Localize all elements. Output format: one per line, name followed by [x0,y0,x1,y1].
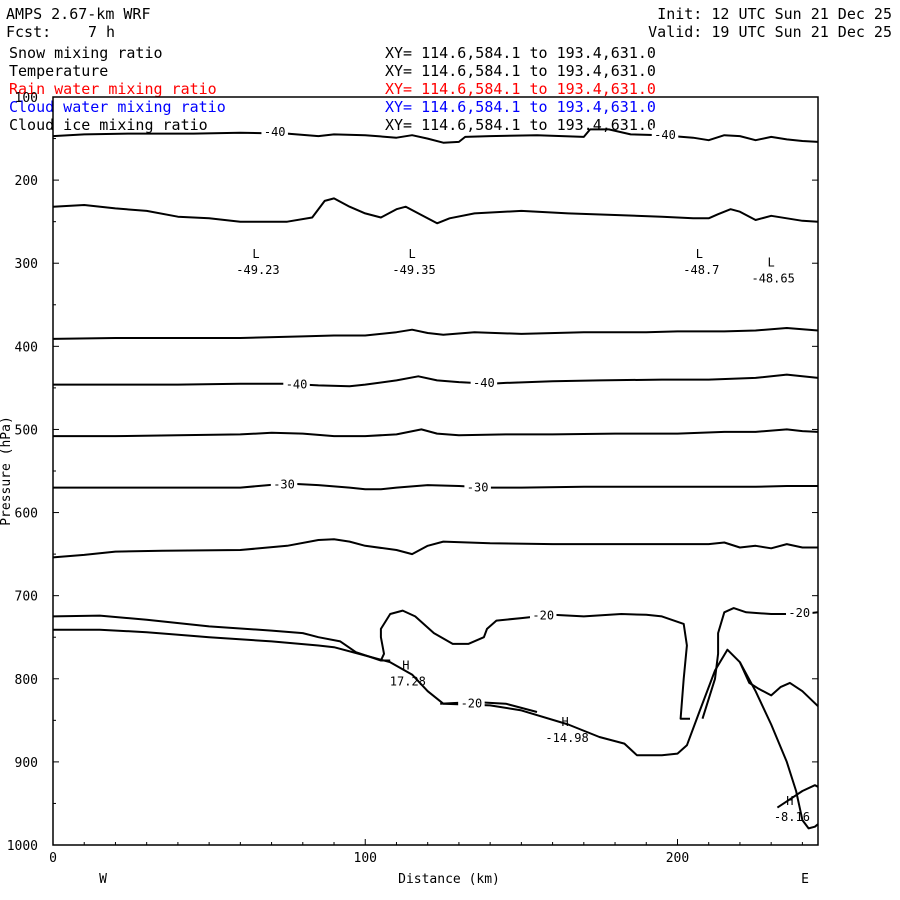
x-tick-label: 0 [49,851,57,866]
contour-label: -20 [788,606,810,620]
contour-layer [52,128,819,830]
contour-label-bg [470,375,498,390]
y-tick-label: 200 [15,174,38,189]
contour-label: -30 [467,481,489,495]
field-name-rain: Rain water mixing ratio [9,80,217,98]
field-xy-snow: XY= 114.6,584.1 to 193.4,631.0 [385,44,656,62]
field-name-temperature: Temperature [9,62,109,80]
low-marker: L [408,247,415,261]
y-tick-label: 800 [15,673,38,688]
y-tick-label: 900 [15,756,38,771]
extremum-value: -49.23 [236,263,279,277]
extremum-value: -14.98 [545,731,588,745]
field-name-cloud-ice: Cloud ice mixing ratio [9,116,208,134]
y-axis-title: Pressure (hPa) [0,416,14,526]
contour-label-bg [529,608,557,623]
x-tick-label: 200 [666,851,689,866]
y-tick-label: 100 [15,91,38,106]
plot-frame [52,96,819,846]
contour-label-bg [261,124,288,139]
field-xy-rain: XY= 114.6,584.1 to 193.4,631.0 [385,80,656,98]
x-axis-title: Distance (km) [398,872,500,887]
y-tick-label: 500 [15,423,38,438]
high-marker: H [561,715,568,729]
field-name-snow: Snow mixing ratio [9,44,163,62]
contour-line-14 [776,784,819,809]
low-marker: L [252,247,259,261]
contour-label: -20 [532,609,554,623]
field-xy-temperature: XY= 114.6,584.1 to 193.4,631.0 [385,62,656,80]
y-tick-label: 300 [15,257,38,272]
contour-line-6 [53,482,818,491]
label-layer: -40 -40 -40 -40 -30 -30 -20 -20 -20 L -49.23 L -49.3… [236,124,813,824]
field-xy-cloud-water: XY= 114.6,584.1 to 193.4,631.0 [385,98,656,116]
contour-label: -40 [286,378,308,392]
contour-label: -20 [461,697,483,711]
contour-line-4 [53,373,819,388]
low-marker: L [696,247,703,261]
contour-label: -40 [654,128,676,142]
forecast-hour: 7 h [88,23,116,41]
model-title: AMPS 2.67-km WRF [6,5,151,23]
contour-label: -40 [473,376,495,390]
contour-label-bg [786,606,813,621]
contour-line-5 [53,428,819,438]
contour-label-bg [651,128,679,143]
y-tick-label: 700 [15,590,38,605]
contour-label-bg [464,480,491,495]
contour-line-12 [738,661,819,707]
low-marker: L [768,256,775,270]
field-name-cloud-water: Cloud water mixing ratio [9,98,226,116]
east-label: E [801,872,809,887]
y-tick-label: 600 [15,507,38,522]
contour-line-9 [52,614,391,662]
y-tick-label: 1000 [7,839,38,854]
contour-label-bg [458,696,485,711]
contour-line-10 [379,609,690,720]
contour-line-7 [52,538,818,559]
valid-time: Valid: 19 UTC Sun 21 Dec 25 [648,23,892,41]
west-label: W [99,872,107,887]
tick-layer: 100 200 300 400 500 600 700 800 900 1000 0 100 200 [7,91,818,866]
contour-label: -40 [264,125,286,139]
contour-line-8 [53,628,819,830]
contour-label-bg [270,477,298,492]
contour-line-2 [52,197,819,225]
extremum-value: -49.35 [392,263,435,277]
extremum-value: -8.16 [774,810,810,824]
contour-label: -30 [273,477,295,491]
forecast-label: Fcst: [6,23,52,41]
extremum-value: -48.65 [751,272,794,286]
high-marker: H [786,794,793,808]
contour-line-1 [52,128,819,144]
high-marker: H [402,659,409,673]
extremum-value: -48.7 [683,263,719,277]
contour-label-bg [283,377,310,392]
extremum-value: 17.28 [390,675,426,689]
contour-line-3 [52,327,819,340]
field-xy-cloud-ice: XY= 114.6,584.1 to 193.4,631.0 [385,116,656,134]
y-tick-label: 400 [15,340,38,355]
contour-line-13 [440,701,538,713]
x-tick-label: 100 [354,851,377,866]
init-time: Init: 12 UTC Sun 21 Dec 25 [657,5,892,23]
